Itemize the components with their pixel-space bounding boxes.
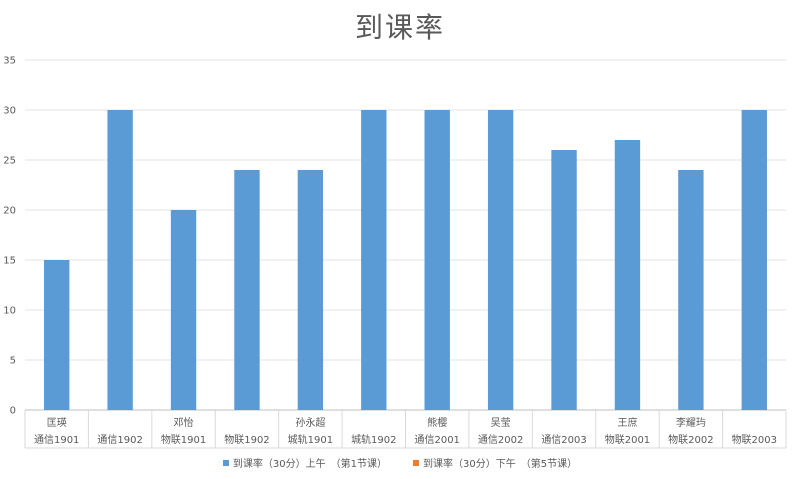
bar-series0-5	[361, 110, 387, 410]
y-tick-label-0: 0	[10, 406, 16, 417]
legend-swatch-afternoon	[413, 459, 419, 466]
legend-label-morning: 到课率（30分）上午 （第1节课）	[232, 459, 387, 470]
bar-series0-4	[297, 170, 324, 410]
category-name-label: 李耀玙	[676, 416, 706, 429]
category-class-label: 通信2002	[478, 434, 523, 446]
legend-item-morning: 到课率（30分）上午 （第1节课）	[222, 455, 387, 470]
category-class-label: 通信1902	[97, 434, 142, 446]
category-class-label: 物联2002	[668, 433, 713, 446]
bar-series0-10	[678, 170, 704, 410]
category-name-label: 吴莹	[491, 417, 511, 429]
legend: 到课率（30分）上午 （第1节课） 到课率（30分）下午 （第5节课）	[0, 455, 800, 470]
bar-series0-1	[107, 110, 133, 410]
category-name-label: 王庶	[617, 416, 637, 429]
category-name-label: 孙永超	[295, 416, 325, 429]
category-name-label: 熊樱	[427, 416, 447, 429]
category-class-label: 城轨1901	[288, 433, 333, 446]
category-name-label: 匡瑛	[47, 416, 67, 429]
category-class-label: 通信2003	[541, 434, 586, 446]
y-tick-label-5: 5	[10, 356, 16, 367]
legend-label-afternoon: 到课率（30分）下午 （第5节课）	[423, 459, 578, 470]
category-class-label: 物联2003	[732, 433, 777, 446]
category-class-label: 物联1901	[161, 433, 206, 446]
bar-series0-11	[741, 110, 767, 410]
y-tick-label-25: 25	[3, 156, 16, 167]
bar-series0-9	[614, 140, 641, 410]
y-tick-label-35: 35	[3, 56, 16, 67]
y-tick-label-10: 10	[3, 306, 16, 317]
bar-series0-6	[424, 110, 450, 410]
y-tick-label-20: 20	[3, 206, 16, 217]
category-class-label: 物联1902	[224, 433, 269, 446]
category-class-label: 通信2001	[414, 434, 459, 446]
bar-series0-3	[234, 170, 260, 410]
category-name-label: 邓怡	[174, 416, 194, 429]
legend-swatch-morning	[222, 459, 229, 466]
category-class-label: 通信1901	[34, 434, 79, 446]
bar-series0-2	[170, 210, 197, 410]
category-class-label: 物联2001	[605, 433, 650, 446]
bar-series0-0	[44, 260, 70, 410]
category-class-label: 城轨1902	[351, 433, 396, 446]
bar-series0-7	[487, 110, 514, 410]
bar-series0-8	[551, 150, 577, 410]
legend-item-afternoon: 到课率（30分）下午 （第5节课）	[413, 455, 577, 470]
y-tick-label-15: 15	[3, 256, 16, 267]
chart-title: 到课率	[354, 11, 445, 44]
y-tick-label-30: 30	[3, 106, 16, 117]
